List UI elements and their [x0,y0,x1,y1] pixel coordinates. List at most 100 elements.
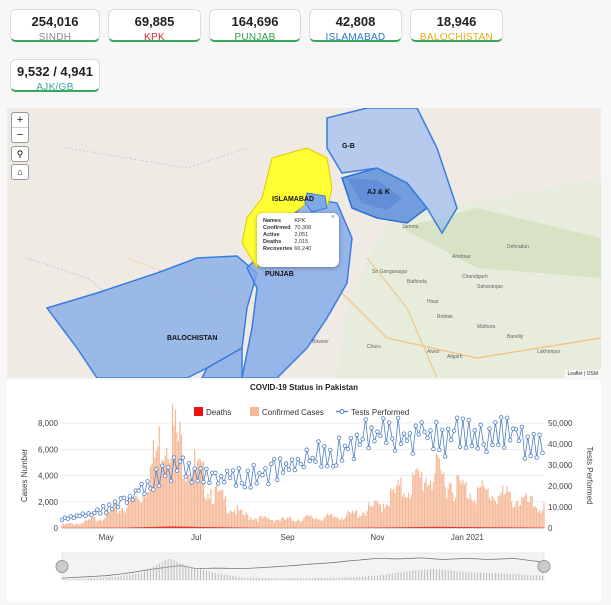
confirmed-bar [490,500,492,528]
confirmed-bar [531,495,533,528]
death-bar [194,526,196,528]
tests-point [392,448,398,453]
death-bar [515,527,517,528]
confirmed-bar [345,515,348,528]
navigator-bar [450,570,452,580]
navigator-bar [238,576,240,580]
summary-card: 164,696 PUNJAB [209,9,301,43]
label-balochistan: BALOCHISTAN [167,335,217,342]
confirmed-bar [527,502,529,528]
navigator-bar [217,573,219,580]
popup-key: Recoveries [263,246,293,252]
confirmed-bar [241,509,243,528]
death-bar [438,526,440,528]
death-bar [152,526,154,528]
death-bar [431,526,433,528]
confirmed-bar [105,509,107,528]
death-bar [500,527,502,528]
close-icon[interactable]: × [330,214,335,221]
confirmed-bar [82,523,84,528]
confirmed-bar [372,506,374,528]
death-bar [525,527,527,528]
tests-point [381,416,386,421]
death-bar [384,527,386,528]
confirmed-bar [478,488,480,528]
confirmed-bar [189,478,191,528]
navigator-bar [512,573,514,580]
confirmed-bar [298,520,300,528]
death-bar [201,526,203,528]
death-bar [506,527,508,528]
popup-key: Names [263,218,282,224]
province-map[interactable]: G-B AJ & K ISLAMABAD PUNJAB BALOCHISTAN … [7,108,601,378]
summary-card: 42,808 ISLAMABAD [309,9,402,43]
confirmed-bar [347,510,349,528]
confirmed-bar [384,508,386,528]
navigator-bar [273,578,275,580]
confirmed-bar [382,503,384,528]
tests-point [171,455,177,460]
navigator-bar [197,568,199,580]
death-bar [499,527,501,528]
death-bar [210,527,212,528]
death-bar [391,527,393,528]
tests-point [345,446,351,452]
tests-point [504,415,510,420]
confirmed-bar [325,516,327,528]
zoom-in-button[interactable]: + [12,113,28,128]
death-bar [510,527,513,528]
navigator-bar [432,568,434,580]
tests-point [333,463,339,468]
tests-point [443,454,448,459]
confirmed-bar [183,474,185,528]
tests-point [157,483,162,489]
legend-label: Tests Performed [351,408,409,417]
confirmed-bar [247,514,249,528]
navigator-bar [247,577,249,580]
gb-region [326,108,458,235]
navigator-bar [149,568,151,580]
tests-point [89,512,94,518]
confirmed-bar [491,495,494,528]
death-bar [508,527,510,528]
confirmed-bar [188,473,190,528]
confirmed-bar [118,510,121,528]
death-bar [157,526,159,528]
zoom-out-button[interactable]: − [16,129,24,141]
navigator-bar [418,570,420,580]
navigator-bar [459,571,461,580]
chart-canvas: Deaths Confirmed Cases Tests Performed 0 2,0… [20,404,594,581]
navigator-bar [90,578,92,580]
card-value: 42,808 [335,14,376,29]
region-popup: × Names KPK Confirmed 70,308 Active 2,051 Deat… [257,213,339,267]
death-bar [519,527,522,528]
navigator-bar [191,566,193,580]
tests-point [124,500,130,505]
tests-point [289,457,295,462]
place-label: Churu [367,344,381,350]
navigator-right-handle[interactable] [537,560,551,573]
map-attribution[interactable]: Leaflet | OSM [564,370,601,378]
confirmed-bar [422,491,424,528]
zoom-control[interactable]: + − [11,112,29,143]
confirmed-bar [390,488,392,528]
tests-point [448,437,454,443]
tests-point [136,488,141,493]
confirmed-bar [68,523,70,528]
confirmed-bar [425,478,427,528]
confirmed-bar [474,500,476,528]
home-icon[interactable]: ⌂ [11,164,29,180]
navigator-bar [132,574,134,580]
navigator-bar [285,578,287,580]
tests-point [280,470,286,475]
confirmed-bar [242,514,244,528]
tests-point [127,494,133,499]
tests-point [336,435,342,441]
confirmed-bar [453,501,455,528]
confirmed-bar [339,520,342,528]
death-bar [497,527,499,528]
death-bar [164,526,166,528]
search-icon[interactable]: ⚲ [11,146,29,162]
navigator-left-handle[interactable] [55,560,69,573]
tests-point [207,480,212,485]
